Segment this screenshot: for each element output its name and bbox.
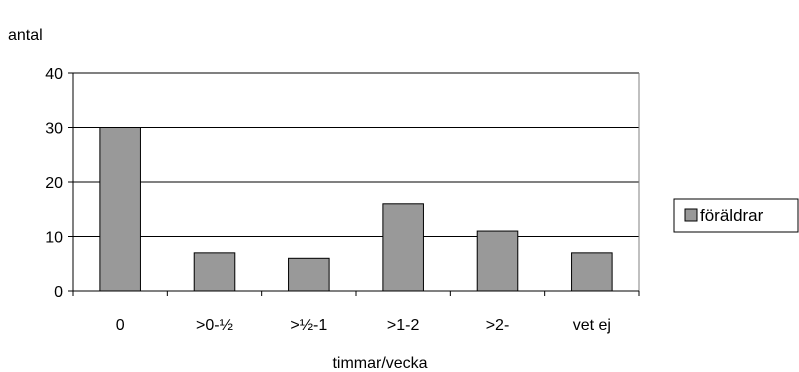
x-axis-title: timmar/vecka [332, 355, 427, 372]
bar [571, 252, 613, 292]
x-tick-label: >2- [486, 317, 510, 334]
bar [99, 127, 141, 292]
y-tick-label: 20 [45, 175, 63, 192]
y-tick-label: 40 [45, 66, 63, 83]
x-tick-label: 0 [116, 317, 125, 334]
y-tick-label: 30 [45, 121, 63, 138]
x-tick-label: vet ej [573, 317, 611, 334]
y-tick-label: 10 [45, 230, 63, 247]
bar [288, 257, 330, 292]
bar [193, 252, 236, 292]
y-axis-title: antal [8, 27, 43, 44]
y-tick-labels: 0 10 20 30 40 [45, 66, 63, 301]
x-tick-labels: 0 >0-½ >½-1 >1-2 >2- vet ej [116, 317, 611, 334]
y-tick-label: 0 [54, 284, 63, 301]
legend-label-foraldrar: föräldrar [700, 206, 764, 225]
bar [382, 203, 424, 292]
bars [99, 127, 613, 292]
axes [68, 72, 640, 296]
bar [476, 230, 519, 292]
x-tick-label: >½-1 [290, 317, 327, 334]
gridlines [73, 72, 640, 291]
legend-swatch [684, 208, 698, 222]
x-tick-label: >0-½ [196, 317, 233, 334]
legend: föräldrar [673, 198, 799, 233]
x-tick-label: >1-2 [387, 317, 420, 334]
